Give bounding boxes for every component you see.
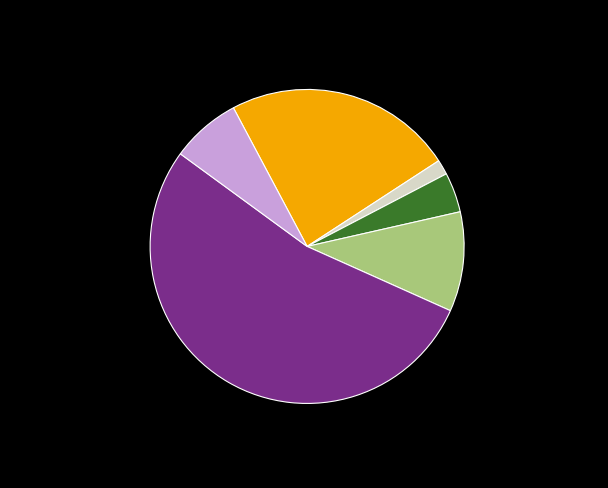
Wedge shape [307, 161, 446, 246]
Wedge shape [181, 108, 307, 246]
Wedge shape [307, 174, 460, 246]
Wedge shape [307, 212, 464, 311]
Wedge shape [150, 154, 451, 404]
Wedge shape [233, 89, 439, 246]
